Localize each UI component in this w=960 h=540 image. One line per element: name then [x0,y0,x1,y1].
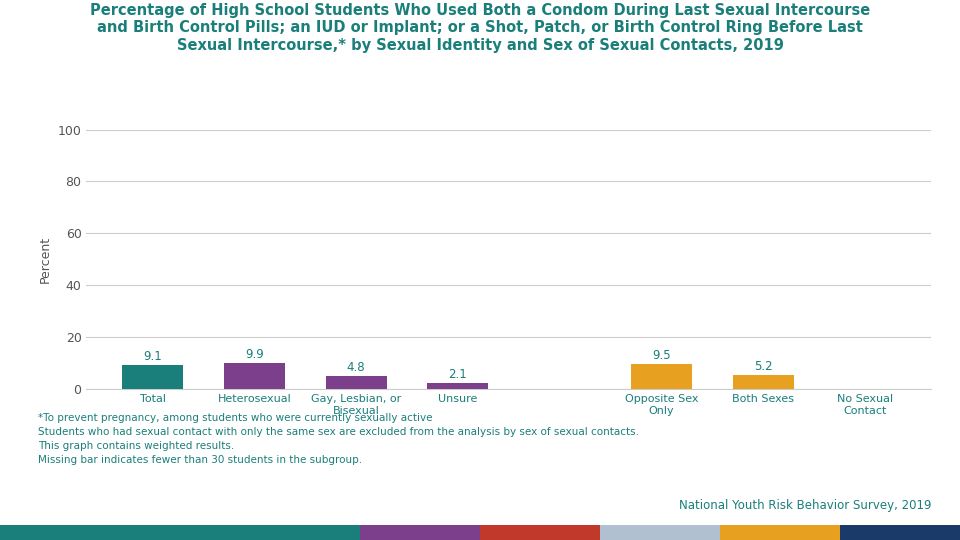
Text: 5.2: 5.2 [754,360,773,373]
Text: 4.8: 4.8 [347,361,366,374]
Bar [427,383,489,389]
Bar [631,364,692,389]
Text: 9.9: 9.9 [245,348,264,361]
Text: *To prevent pregnancy, among students who were currently sexually active
Student: *To prevent pregnancy, among students wh… [38,413,639,465]
Bar [732,375,794,389]
Text: National Youth Risk Behavior Survey, 2019: National Youth Risk Behavior Survey, 201… [679,500,931,512]
Bar [325,376,387,389]
Bar [122,365,183,389]
Y-axis label: Percent: Percent [39,235,52,283]
Bar [224,363,285,389]
Text: Percentage of High School Students Who Used Both a Condom During Last Sexual Int: Percentage of High School Students Who U… [90,3,870,52]
Text: 2.1: 2.1 [448,368,468,381]
Text: 9.1: 9.1 [143,350,162,363]
Text: 9.5: 9.5 [652,349,671,362]
